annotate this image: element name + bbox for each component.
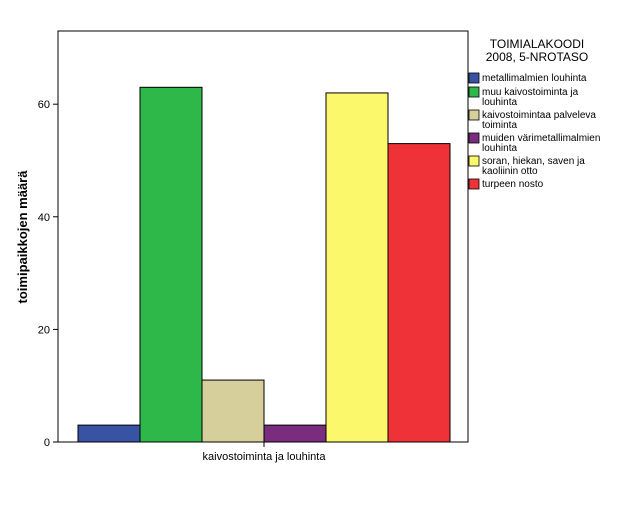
y-tick-label: 40: [38, 212, 50, 224]
legend-swatch-3: [468, 109, 480, 121]
legend-swatch-6: [468, 178, 480, 190]
legend-swatch-5: [468, 155, 480, 167]
x-tick-label: kaivostoiminta ja louhinta: [203, 451, 327, 463]
bar-6: [387, 143, 451, 443]
legend-label-3: kaivostoimintaa palveleva: [482, 110, 596, 121]
bar-1: [77, 424, 141, 443]
legend-label-3: toiminta: [482, 120, 517, 131]
bar-4: [263, 424, 327, 443]
legend-label-4: louhinta: [482, 143, 517, 154]
legend-label-1: metallimalmien louhinta: [482, 73, 587, 84]
legend-swatch-2: [468, 86, 480, 98]
legend-label-5: kaoliinin otto: [482, 166, 538, 177]
legend-label-4: muiden värimetallimalmien: [482, 133, 600, 144]
legend-label-2: muu kaivostoiminta ja: [482, 87, 579, 98]
legend-swatch-1: [468, 72, 480, 84]
axes-group: 0 20 40 60 kaivostoiminta ja louhinta toimipa…: [15, 99, 326, 463]
bars-group: [77, 86, 451, 443]
y-tick-label: 0: [44, 437, 50, 449]
legend-label-2: louhinta: [482, 97, 517, 108]
y-tick-label: 20: [38, 324, 50, 336]
legend-title-line: 2008, 5-NROTASO: [486, 50, 588, 64]
bar-5: [325, 92, 389, 443]
legend-swatch-4: [468, 132, 480, 144]
legend-label-6: turpeen nosto: [482, 179, 544, 190]
y-tick-label: 60: [38, 99, 50, 111]
bar-3: [201, 379, 265, 443]
y-axis-title: toimipaikkojen määrä: [15, 170, 30, 304]
legend-label-5: soran, hiekan, saven ja: [482, 156, 585, 167]
legend-title-line: TOIMIALAKOODI: [490, 37, 584, 51]
bar-2: [139, 86, 203, 443]
